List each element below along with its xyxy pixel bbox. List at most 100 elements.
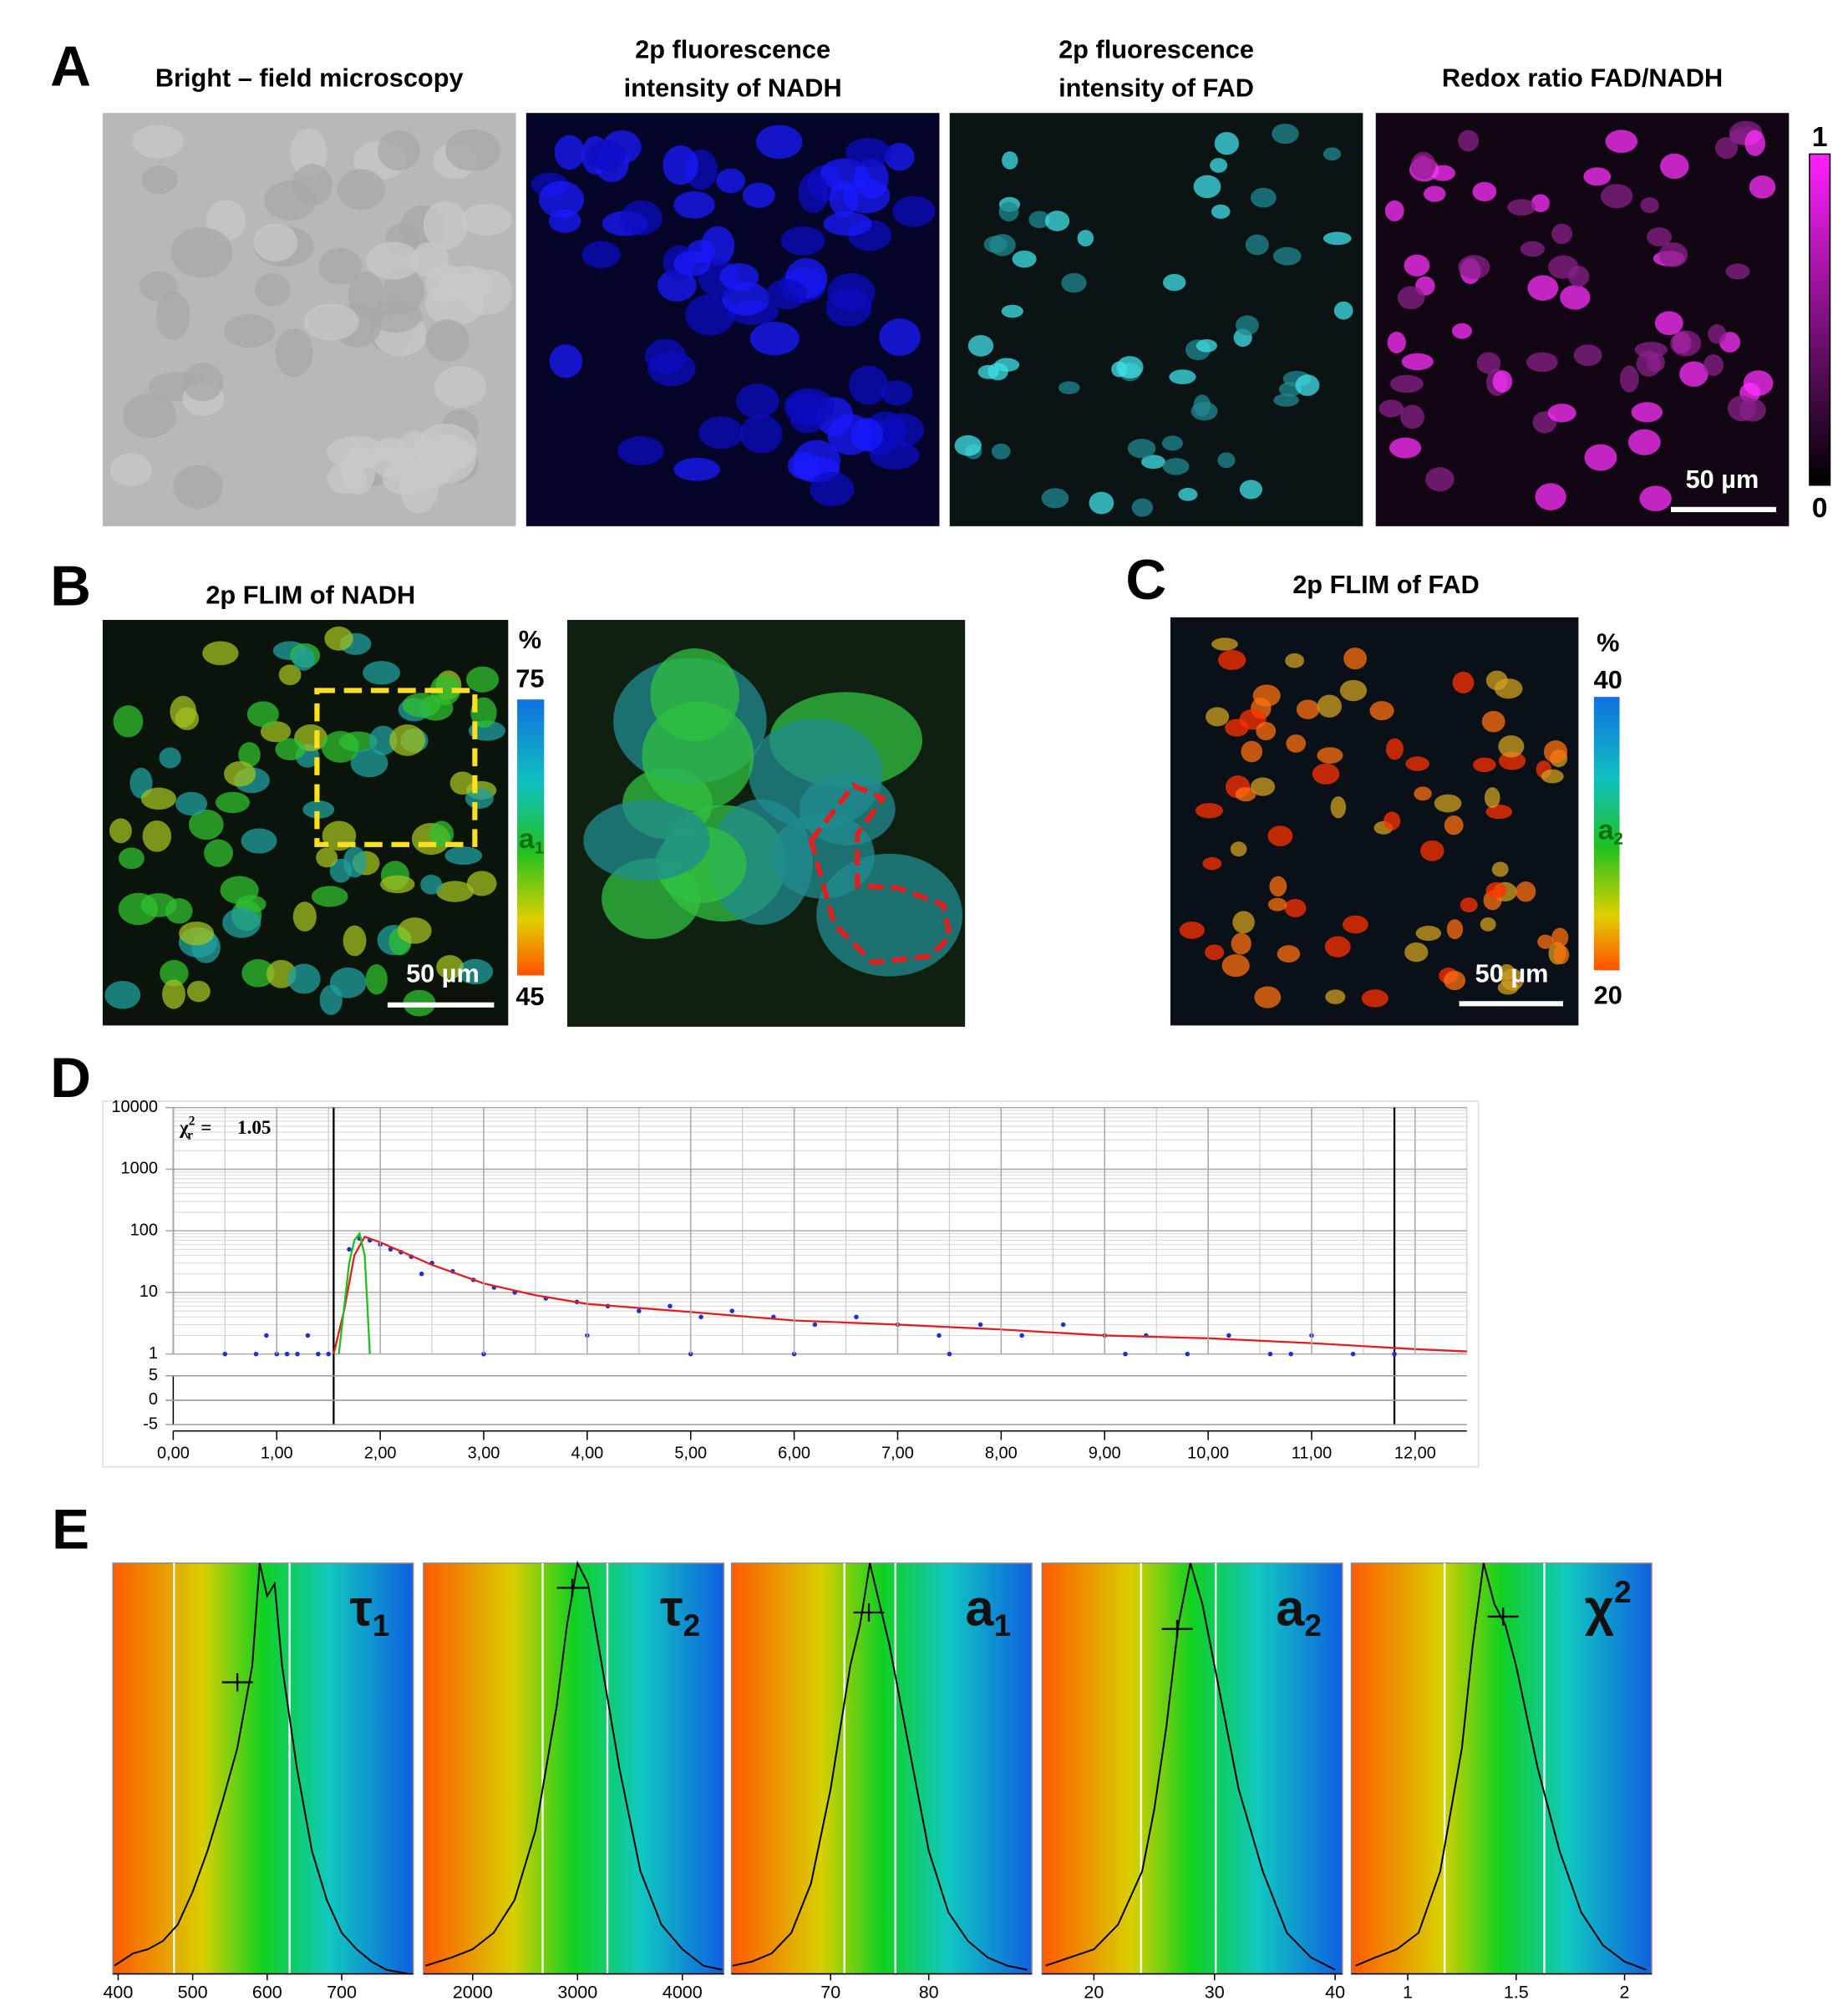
cell bbox=[1193, 394, 1211, 417]
cell bbox=[1646, 226, 1673, 246]
cell bbox=[141, 165, 178, 195]
data-point bbox=[347, 1247, 352, 1252]
cell bbox=[1451, 322, 1472, 339]
data-point bbox=[854, 1314, 859, 1319]
cell bbox=[1325, 989, 1346, 1004]
cell bbox=[1250, 777, 1276, 796]
cell bbox=[583, 800, 710, 881]
cell bbox=[368, 725, 398, 755]
cell bbox=[1551, 223, 1572, 245]
cell bbox=[179, 922, 215, 946]
data-point bbox=[419, 1271, 424, 1277]
cell bbox=[303, 303, 359, 341]
cell bbox=[1424, 185, 1446, 202]
cell bbox=[1531, 194, 1550, 213]
cell bbox=[327, 463, 367, 495]
cell bbox=[318, 247, 363, 285]
cell bbox=[175, 791, 208, 816]
histogram-label: a1 bbox=[965, 1580, 1011, 1643]
cell bbox=[420, 874, 443, 895]
cell bbox=[554, 135, 585, 170]
cell bbox=[994, 358, 1020, 372]
cell bbox=[1295, 374, 1320, 396]
cell bbox=[1369, 701, 1394, 721]
cell bbox=[766, 279, 807, 310]
cross-marker bbox=[221, 1673, 253, 1692]
cell bbox=[825, 288, 872, 327]
cell bbox=[1526, 352, 1558, 373]
cell bbox=[459, 269, 512, 315]
cell bbox=[343, 846, 367, 878]
cell bbox=[701, 226, 735, 266]
cell bbox=[287, 963, 321, 994]
data-point bbox=[1123, 1351, 1128, 1357]
cell bbox=[118, 847, 145, 870]
cell bbox=[348, 271, 384, 317]
cell bbox=[465, 666, 500, 693]
x-tick-label: 70 bbox=[820, 1982, 840, 2002]
cell bbox=[1141, 455, 1165, 470]
cell bbox=[1162, 273, 1186, 292]
cell bbox=[140, 787, 176, 810]
cell bbox=[173, 465, 223, 509]
cell bbox=[1193, 175, 1221, 199]
x-tick-label: 2000 bbox=[453, 1982, 493, 2002]
x-tick-label: 11,00 bbox=[1292, 1445, 1332, 1463]
x-tick-label: 6,00 bbox=[778, 1445, 810, 1463]
scale-bar-label: 50 µm bbox=[1475, 959, 1549, 988]
cell bbox=[1196, 339, 1217, 353]
cell bbox=[1660, 153, 1689, 180]
fit-line bbox=[333, 1235, 1467, 1354]
cell bbox=[1231, 932, 1251, 955]
cell bbox=[673, 190, 715, 219]
image-title: 2p fluorescence bbox=[635, 35, 830, 64]
cell bbox=[581, 241, 621, 269]
cell bbox=[1743, 370, 1774, 396]
cell bbox=[642, 701, 754, 811]
cell bbox=[1317, 694, 1342, 718]
cell bbox=[319, 984, 343, 1015]
cross-marker bbox=[556, 1578, 588, 1597]
cell bbox=[1012, 250, 1037, 268]
histogram bbox=[425, 1560, 723, 1971]
cell bbox=[1178, 487, 1198, 501]
cell bbox=[321, 730, 359, 763]
histogram-background bbox=[730, 1562, 1033, 1975]
cell bbox=[1269, 876, 1287, 897]
cell bbox=[434, 366, 487, 408]
cell bbox=[122, 394, 177, 439]
cell bbox=[1472, 181, 1497, 202]
cell bbox=[378, 130, 420, 171]
cell bbox=[1560, 285, 1591, 310]
cell bbox=[673, 457, 720, 481]
subscript: 2 bbox=[1614, 830, 1623, 849]
x-tick-label: 2 bbox=[1620, 1982, 1630, 2002]
cell bbox=[292, 646, 315, 671]
cell bbox=[170, 226, 233, 278]
cell bbox=[1425, 467, 1455, 492]
data-point bbox=[1267, 1351, 1273, 1357]
colorbar-label: 0 bbox=[1812, 492, 1828, 524]
x-tick-label: 2,00 bbox=[364, 1445, 397, 1463]
data-point bbox=[977, 1322, 983, 1328]
image-title: intensity of NADH bbox=[624, 74, 842, 103]
cell bbox=[1541, 769, 1564, 784]
cell bbox=[104, 980, 141, 1009]
superscript: 2 bbox=[1614, 1575, 1631, 1609]
colorbar bbox=[517, 699, 545, 976]
cell bbox=[617, 436, 664, 465]
data-point bbox=[668, 1303, 673, 1309]
image-title: intensity of FAD bbox=[1059, 74, 1254, 103]
cell bbox=[311, 886, 348, 907]
cell bbox=[402, 693, 441, 718]
colorbar-unit: % bbox=[519, 625, 541, 654]
histogram-background bbox=[1350, 1562, 1653, 1975]
cell bbox=[220, 876, 259, 905]
cell bbox=[954, 434, 982, 456]
histogram-background bbox=[423, 1562, 725, 1975]
cell bbox=[1654, 311, 1683, 336]
cell bbox=[892, 196, 936, 227]
cell bbox=[673, 251, 711, 277]
cell bbox=[1225, 719, 1249, 737]
x-tick-label: 400 bbox=[103, 1982, 133, 2002]
